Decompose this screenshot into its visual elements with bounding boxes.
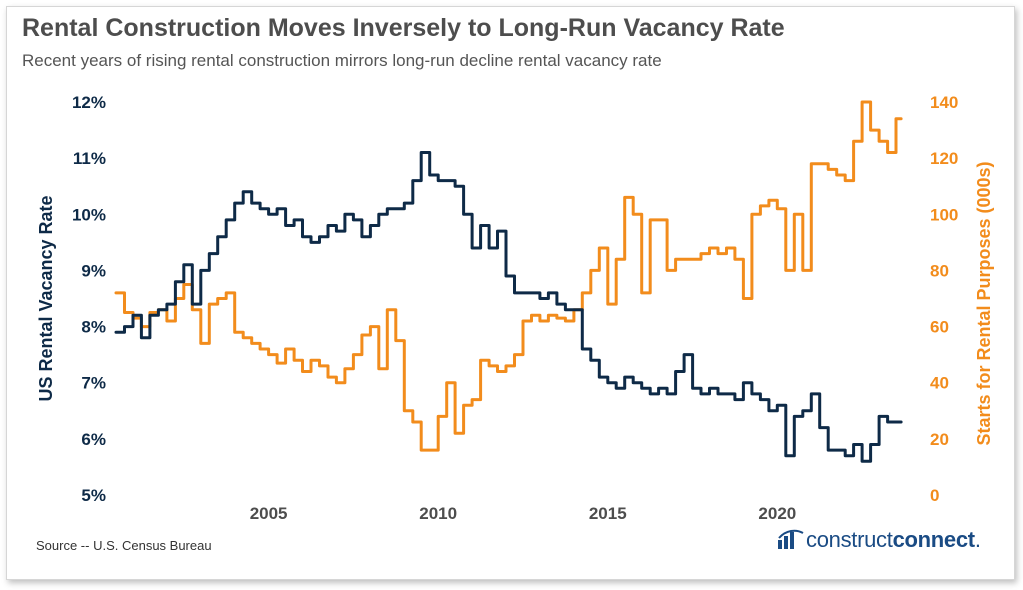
chart-title: Rental Construction Moves Inversely to L… [22, 14, 785, 42]
y-right-tick-label: 100 [930, 205, 958, 224]
y-right-tick-label: 20 [930, 430, 949, 449]
y-axis-right: 0 20 40 60 80 100 120 140 [930, 93, 958, 505]
y-axis-left: 5% 6% 7% 8% 9% 10% 11% 12% [72, 93, 106, 505]
y-right-tick-label: 140 [930, 93, 958, 112]
constructconnect-logo: constructconnect. [776, 527, 981, 553]
y-left-tick-label: 11% [73, 149, 106, 168]
series-group [114, 100, 903, 463]
x-tick-label: 2015 [589, 504, 627, 523]
x-tick-label: 2020 [758, 504, 796, 523]
y-axis-left-label: US Rental Vacancy Rate [36, 195, 56, 401]
rental-starts-line [114, 100, 903, 452]
y-axis-right-label: Starts for Rental Purposes (000s) [974, 161, 994, 445]
y-right-tick-label: 120 [930, 149, 958, 168]
logo-mark-icon [778, 529, 804, 549]
x-tick-label: 2010 [419, 504, 457, 523]
y-left-tick-label: 8% [81, 318, 106, 337]
vacancy-rate-line [114, 151, 903, 463]
y-left-tick-label: 10% [72, 205, 106, 224]
y-right-tick-label: 0 [930, 486, 939, 505]
x-axis: 2005 2010 2015 2020 [250, 504, 797, 523]
y-right-tick-label: 40 [930, 374, 949, 393]
logo-text: constructconnect. [806, 527, 981, 552]
y-left-tick-label: 7% [81, 374, 106, 393]
source-note: Source -- U.S. Census Bureau [36, 538, 212, 553]
y-left-tick-label: 6% [81, 430, 106, 449]
y-right-tick-label: 80 [930, 261, 949, 280]
x-tick-label: 2005 [250, 504, 288, 523]
y-left-tick-label: 9% [81, 261, 106, 280]
y-right-tick-label: 60 [930, 318, 949, 337]
y-left-tick-label: 5% [81, 486, 106, 505]
y-left-tick-label: 12% [72, 93, 106, 112]
chart-subtitle: Recent years of rising rental constructi… [22, 51, 662, 70]
